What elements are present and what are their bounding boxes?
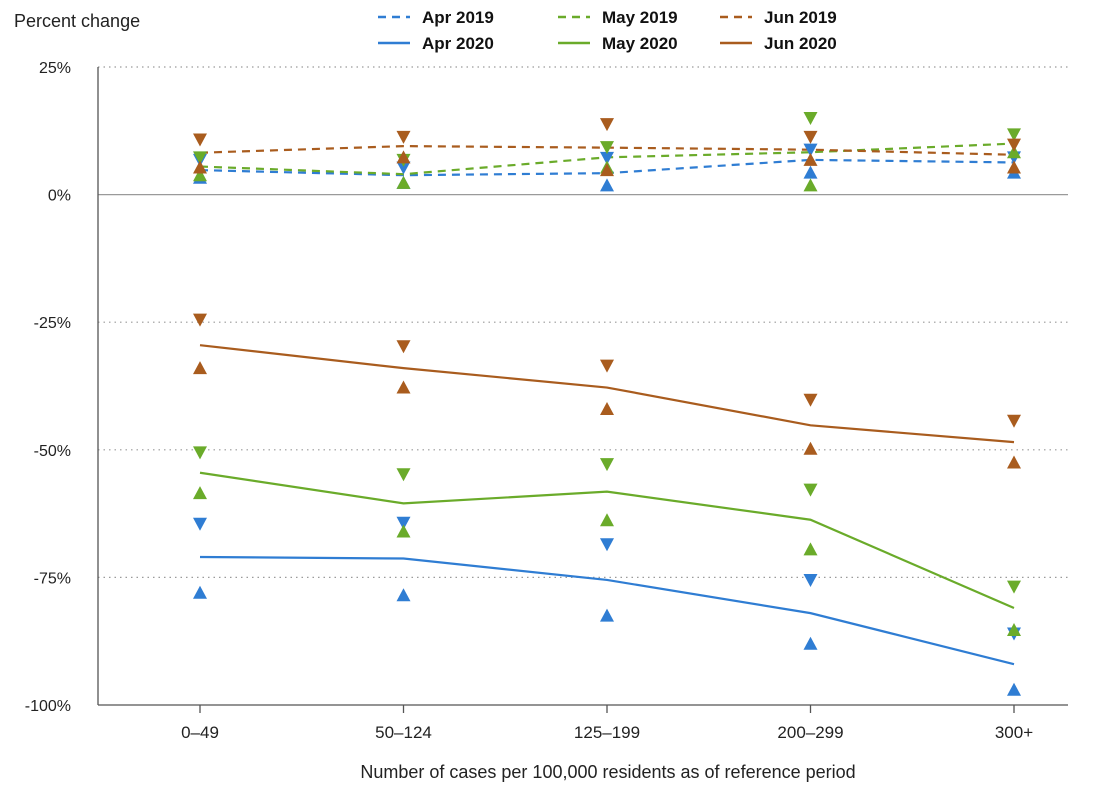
lower-marker-jun-2020 <box>600 401 614 415</box>
x-tick-label: 300+ <box>995 723 1033 742</box>
upper-marker-jun-2019 <box>193 133 207 147</box>
lower-marker-may-2019 <box>803 178 818 192</box>
series-line-apr-2020 <box>199 555 1015 666</box>
series-line-may-2020 <box>199 471 1015 610</box>
y-tick-label: -100% <box>25 698 71 715</box>
y-tick-label: -50% <box>34 443 71 460</box>
lower-marker-apr-2020 <box>193 585 207 599</box>
upper-marker-may-2020 <box>396 468 411 482</box>
axes: 25% 0% -25% -50% -75% -100% 0–49 50–124 125–199 2… <box>25 60 1068 742</box>
legend-item-apr-2020: Apr 2020 <box>378 34 494 53</box>
upper-marker-jun-2020 <box>396 340 411 354</box>
upper-marker-jun-2019 <box>600 118 614 132</box>
upper-marker-apr-2019 <box>396 161 411 175</box>
legend-item-may-2019: May 2019 <box>558 8 678 27</box>
lower-marker-may-2019 <box>193 168 207 182</box>
legend: Apr 2019 May 2019 Jun 2019 Apr 2020 May 2020… <box>378 8 837 53</box>
legend-item-jun-2020: Jun 2020 <box>720 34 837 53</box>
legend-label: May 2020 <box>602 34 678 53</box>
legend-item-may-2020: May 2020 <box>558 34 678 53</box>
lower-marker-jun-2020 <box>803 441 818 455</box>
upper-marker-apr-2020 <box>600 538 614 552</box>
upper-marker-may-2019 <box>1007 128 1021 142</box>
lower-marker-may-2020 <box>1007 622 1021 636</box>
legend-label: May 2019 <box>602 8 678 27</box>
lower-marker-may-2020 <box>600 513 614 527</box>
lower-marker-apr-2020 <box>803 636 818 650</box>
lower-marker-jun-2019 <box>600 163 614 177</box>
lower-marker-apr-2019 <box>803 165 818 179</box>
lower-marker-apr-2020 <box>1007 682 1021 696</box>
upper-marker-may-2020 <box>600 458 614 472</box>
lower-marker-apr-2020 <box>600 608 614 622</box>
upper-marker-may-2019 <box>193 151 207 165</box>
upper-marker-jun-2019 <box>803 130 818 144</box>
upper-marker-jun-2020 <box>803 393 818 407</box>
markers-group <box>193 112 1021 696</box>
upper-marker-may-2020 <box>803 483 818 497</box>
lower-marker-jun-2019 <box>803 152 818 166</box>
lower-marker-jun-2020 <box>193 361 207 375</box>
y-tick-label: -25% <box>34 315 71 332</box>
upper-marker-jun-2020 <box>600 359 614 373</box>
legend-item-apr-2019: Apr 2019 <box>378 8 494 27</box>
lower-marker-jun-2019 <box>193 160 207 174</box>
upper-marker-apr-2019 <box>803 143 818 157</box>
upper-marker-may-2020 <box>193 446 207 460</box>
lower-marker-apr-2019 <box>600 178 614 192</box>
lower-marker-may-2019 <box>396 175 411 189</box>
lower-marker-jun-2019 <box>1007 160 1021 174</box>
lower-marker-jun-2019 <box>396 150 411 164</box>
y-axis-title: Percent change <box>14 11 140 31</box>
lower-marker-may-2019 <box>1007 145 1021 159</box>
legend-label: Jun 2019 <box>764 8 837 27</box>
legend-label: Apr 2020 <box>422 34 494 53</box>
x-tick-label: 125–199 <box>574 723 640 742</box>
y-tick-label: -75% <box>34 570 71 587</box>
upper-marker-jun-2020 <box>1007 414 1021 428</box>
upper-marker-jun-2019 <box>1007 138 1021 152</box>
legend-label: Apr 2019 <box>422 8 494 27</box>
upper-marker-may-2019 <box>803 112 818 126</box>
lower-marker-jun-2020 <box>396 380 411 394</box>
x-axis-title: Number of cases per 100,000 residents as… <box>360 762 855 782</box>
lower-marker-jun-2020 <box>1007 455 1021 469</box>
lower-marker-may-2020 <box>396 524 411 538</box>
x-tick-label: 50–124 <box>375 723 432 742</box>
upper-marker-may-2019 <box>600 141 614 155</box>
legend-label: Jun 2020 <box>764 34 837 53</box>
y-tick-label: 0% <box>48 188 71 205</box>
upper-marker-apr-2019 <box>600 151 614 165</box>
upper-marker-may-2020 <box>1007 580 1021 594</box>
upper-marker-apr-2020 <box>193 517 207 531</box>
lower-marker-may-2020 <box>193 486 207 500</box>
gridlines <box>98 66 1068 579</box>
x-tick-label: 200–299 <box>777 723 843 742</box>
lower-marker-apr-2020 <box>396 588 411 602</box>
legend-item-jun-2019: Jun 2019 <box>720 8 837 27</box>
lower-marker-may-2020 <box>803 542 818 556</box>
upper-marker-jun-2020 <box>193 313 207 327</box>
x-tick-label: 0–49 <box>181 723 219 742</box>
series-line-jun-2020 <box>199 344 1015 444</box>
upper-marker-apr-2020 <box>396 516 411 530</box>
y-tick-label: 25% <box>39 60 71 77</box>
upper-marker-apr-2020 <box>803 573 818 587</box>
upper-marker-jun-2019 <box>396 130 411 144</box>
